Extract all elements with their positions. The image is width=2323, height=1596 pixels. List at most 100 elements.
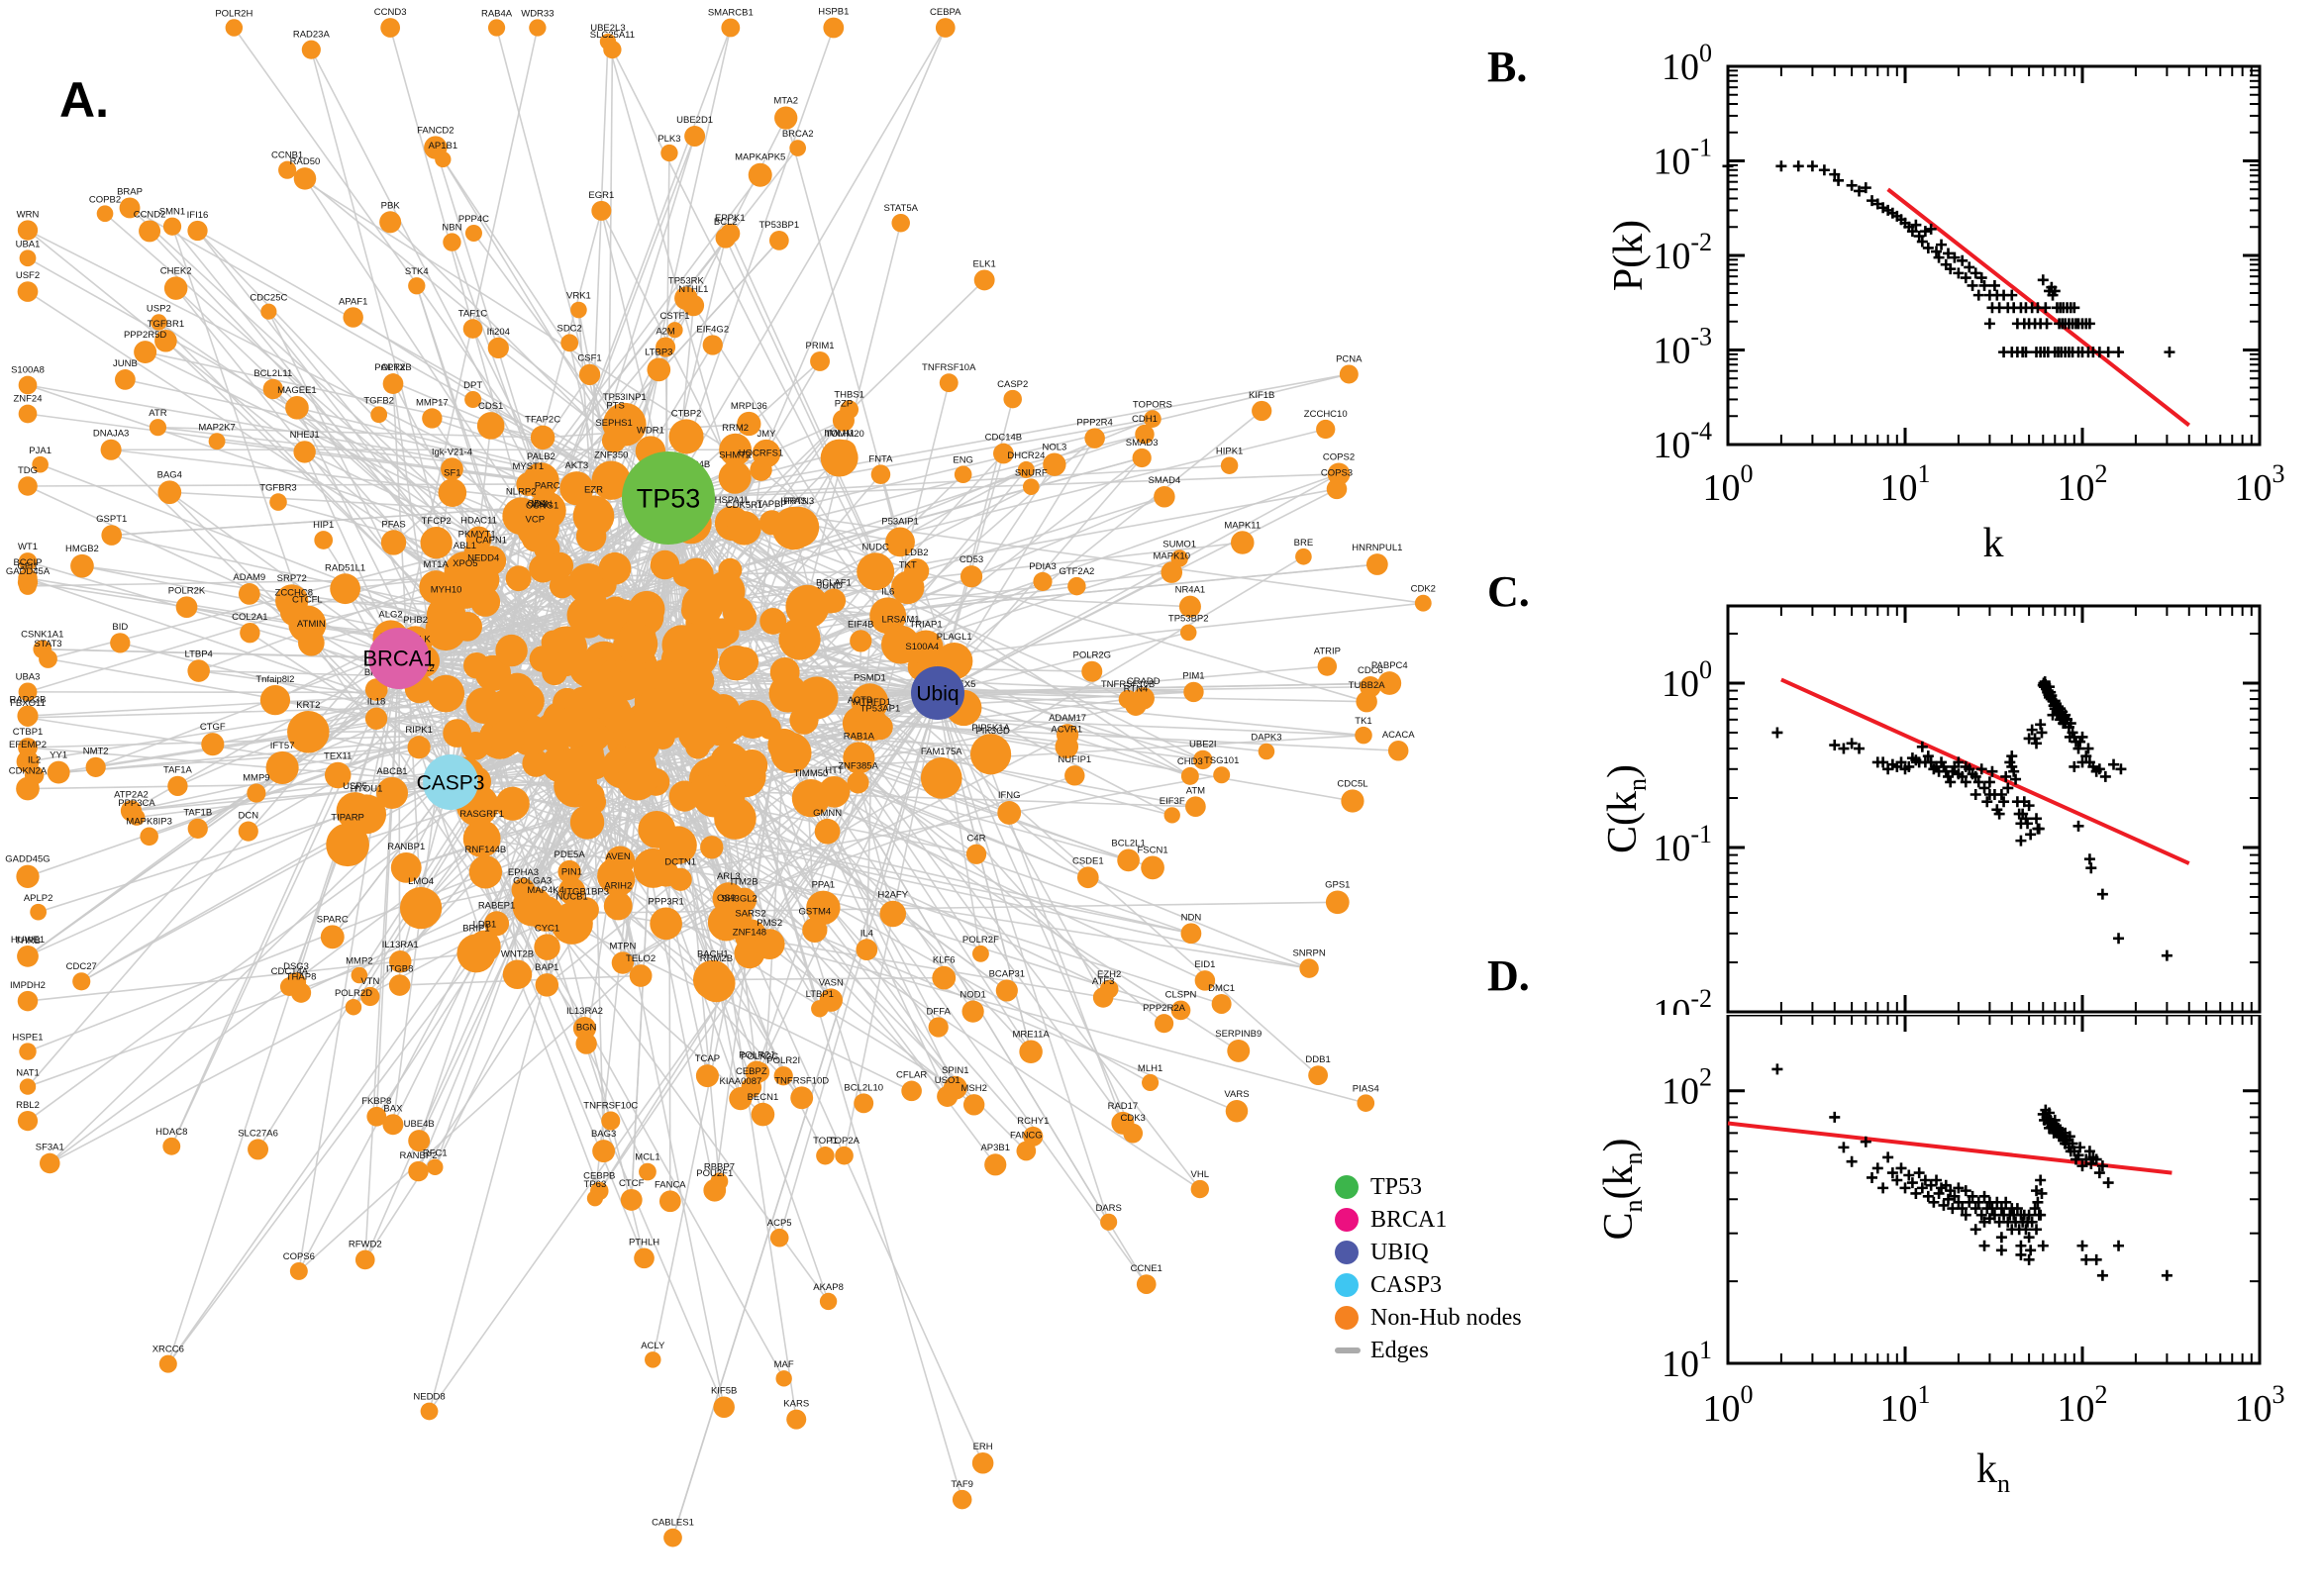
non-hub-node [1118,689,1138,709]
axis-tick-label: 102 [2058,459,2108,509]
non-hub-node [1387,740,1409,761]
gene-label: ITGB1BP3 [564,886,609,897]
non-hub-node [1084,428,1105,449]
data-point-plus-marker [1975,1209,1987,1221]
gene-label: PDIA3 [1029,561,1056,572]
non-hub-node [586,1190,603,1207]
non-hub-node [1194,970,1216,991]
non-hub-node [275,584,309,618]
data-point-plus-marker [1829,740,1841,751]
gene-label: ACLY [641,1341,665,1351]
gene-label: EZH2 [1097,969,1121,980]
node-swatch-icon [1335,1272,1359,1297]
gene-label: HDAC11 [460,516,497,527]
non-hub-node [187,659,210,682]
non-hub-node [240,622,260,644]
data-point-plus-marker [1775,160,1787,172]
non-hub-node [806,890,841,926]
gene-label: TP53RK [668,276,705,287]
non-hub-node [666,322,683,339]
gene-label: CDS1 [478,401,503,412]
gene-label: THBS1 [834,389,864,400]
data-point-plus-marker [1986,1203,1998,1215]
axis-tick-label: 102 [1662,1063,1712,1113]
gene-label: PMS2 [757,918,782,929]
gene-label: GFI1 [17,561,38,572]
gene-label: THRB [15,936,41,947]
data-point-plus-marker [2015,835,2027,847]
gene-label: CSNK1A1 [21,629,63,640]
non-hub-node [1178,595,1201,618]
gene-label: SF1 [444,467,460,478]
gene-label: VASN [819,977,844,988]
gene-label: SMN1 [159,207,185,218]
data-point-plus-marker [2096,1160,2108,1172]
network-edge [671,692,939,1539]
gene-label: GSTM4 [798,907,831,918]
non-hub-node [771,506,816,550]
gene-label: AKAP8 [813,1282,844,1293]
non-hub-node [847,771,869,794]
gene-label: POLR2B [374,362,412,373]
gene-label: ACACA [1382,730,1415,741]
non-hub-node [603,40,622,59]
non-hub-node [569,805,605,840]
non-hub-node [939,373,959,393]
data-point-plus-marker [1771,727,1783,739]
non-hub-node [751,1102,775,1127]
non-hub-node [265,750,299,784]
data-point-plus-marker [2085,862,2097,874]
network-edge [277,501,492,561]
gene-label: AVEN [606,851,631,862]
gene-label: IL18 [367,697,386,708]
gene-label: DCN [238,811,258,822]
network-edge [27,747,452,783]
gene-label: USP5 [343,781,367,792]
gene-label: MSN [531,499,552,510]
non-hub-node [495,786,530,821]
non-hub-node [727,511,761,546]
gene-label: ACP5 [767,1218,792,1229]
gene-label: TRIAP1 [909,619,942,630]
non-hub-node [462,319,483,339]
data-point-plus-marker [1975,272,1987,284]
data-point-plus-marker [2035,719,2047,731]
node-swatch-icon [1335,1240,1359,1264]
non-hub-node [18,568,38,588]
non-hub-node [1100,1213,1118,1231]
non-hub-node [752,439,781,468]
gene-label: POU2F1 [696,1168,733,1179]
data-point-plus-marker [2090,1153,2102,1165]
non-hub-node [1258,743,1275,760]
gene-label: RABEP1 [478,900,516,911]
data-point-plus-marker [1953,756,1965,768]
data-point-plus-marker [1970,770,1981,782]
gene-label: COPS3 [1321,468,1353,479]
non-hub-node [551,902,593,945]
non-hub-node [553,706,595,748]
non-hub-node [523,462,559,499]
gene-label: BAG4 [157,469,182,480]
gene-label: AP3B1 [980,1143,1010,1153]
gene-label: MAF [774,1359,794,1370]
gene-label: RTN4 [1124,683,1149,694]
gene-label: PALB2 [527,451,556,462]
gene-label: RFC1 [423,1148,448,1159]
gene-label: BGN [576,1022,597,1033]
non-hub-node [154,329,177,352]
non-hub-node [1365,553,1388,575]
non-hub-node [463,651,490,679]
gene-label: CAPN1 [475,535,507,546]
gene-label: PLAGL1 [937,632,972,643]
non-hub-node [19,1043,37,1060]
non-hub-node [32,455,49,473]
y-axis-title: Cn​(kn​) [1596,1138,1648,1240]
data-point-plus-marker [1916,1182,1928,1194]
gene-label: HIPK1 [1216,447,1243,457]
data-point-plus-marker [1833,174,1845,186]
axis-tick-label: 101 [1880,459,1931,509]
gene-label: PIP5K1A [971,723,1010,734]
non-hub-node [1117,848,1140,872]
non-hub-node [885,527,915,557]
gene-label: JMY [757,429,776,440]
